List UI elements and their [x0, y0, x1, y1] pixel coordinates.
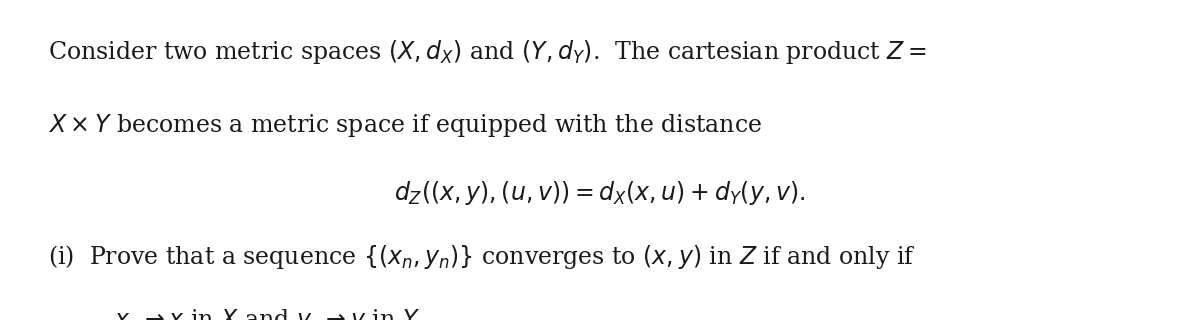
- Text: Consider two metric spaces $(X, d_X)$ and $(Y, d_Y)$.  The cartesian product $Z : Consider two metric spaces $(X, d_X)$ an…: [48, 38, 926, 66]
- Text: $d_Z((x, y), (u, v)) = d_X(x, u) + d_Y(y, v).$: $d_Z((x, y), (u, v)) = d_X(x, u) + d_Y(y…: [395, 179, 805, 207]
- Text: $x_n \to x$ in $X$ and $y_n \to y$ in $Y$.: $x_n \to x$ in $X$ and $y_n \to y$ in $Y…: [114, 307, 424, 320]
- Text: $X \times Y$ becomes a metric space if equipped with the distance: $X \times Y$ becomes a metric space if e…: [48, 112, 762, 139]
- Text: (i)  Prove that a sequence $\{(x_n, y_n)\}$ converges to $(x, y)$ in $Z$ if and : (i) Prove that a sequence $\{(x_n, y_n)\…: [48, 243, 916, 271]
